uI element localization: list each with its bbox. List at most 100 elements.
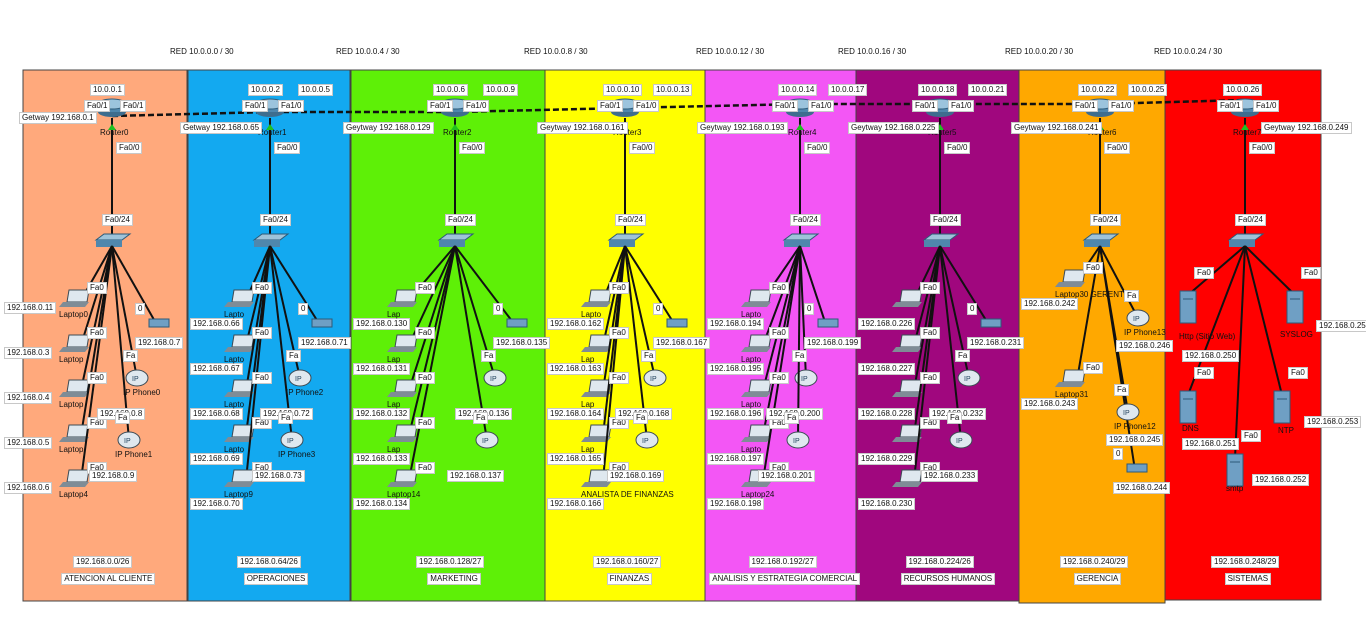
network-label: RED 10.0.0.0 / 30 [170, 47, 234, 56]
ip-phone-icon: IP [635, 431, 659, 449]
ip-phone-icon: IP [957, 369, 981, 387]
laptop-base [741, 482, 771, 487]
host-name: Lapto [741, 400, 762, 409]
port-label: Fa0 [87, 327, 107, 339]
wan-ip-label: 10.0.0.5 [298, 84, 333, 96]
laptop-base [59, 482, 89, 487]
router-name: Router2 [443, 128, 472, 137]
printer-icon [817, 318, 839, 328]
ip-phone-icon: IP [280, 431, 304, 449]
server-name: Http (Sitio Web) [1179, 332, 1236, 341]
phone-ip-text: IP [964, 376, 971, 383]
link-indicator [451, 124, 459, 130]
server-icon [1179, 390, 1197, 424]
access-cable [454, 245, 488, 441]
port-label: Fa0 [415, 462, 435, 474]
switch-body [254, 240, 280, 247]
access-cable [111, 245, 130, 441]
laptop-screen [394, 424, 418, 438]
access-cable [80, 245, 113, 391]
access-cable [1234, 245, 1246, 459]
laptop-screen [66, 334, 90, 348]
host-ip-label: 192.168.0.250 [1182, 350, 1240, 362]
wan-ip-label: 10.0.0.1 [90, 84, 125, 96]
switch-icon [1082, 233, 1120, 247]
phone-ip-text: IP [295, 376, 302, 383]
port-label: Fa0/1 [1217, 100, 1244, 112]
host-ip-label: 192.168.0.243 [1021, 398, 1079, 410]
host-ip-label: 192.168.0.4 [4, 392, 53, 404]
host-name: Laptop4 [59, 490, 88, 499]
port-label: Fa0 [252, 327, 272, 339]
gateway-label: Geytway 192.168.0.241 [1011, 122, 1102, 134]
host-name: Lapto [741, 310, 762, 319]
port-label: 0 [298, 303, 309, 315]
port-label: Fa0/1 [84, 100, 111, 112]
port-label: Fa0 [415, 372, 435, 384]
access-cable [1099, 245, 1139, 319]
device-ip-label: 192.168.0.231 [967, 337, 1025, 349]
ip-phone-icon: IP [949, 431, 973, 449]
laptop-screen [588, 289, 612, 303]
port-label: 0 [135, 303, 146, 315]
laptop-icon [59, 289, 90, 307]
phone-name: IP Phone13 [1124, 328, 1166, 337]
phone-ip-text: IP [793, 438, 800, 445]
port-label: Fa0 [769, 282, 789, 294]
port-label: Fa0/0 [1104, 142, 1131, 154]
laptop-screen [66, 469, 90, 483]
device-ip-label: 192.168.0.71 [298, 337, 351, 349]
port-label: Fa0 [1083, 262, 1103, 274]
host-name: Lap [387, 355, 401, 364]
port-label: 0 [967, 303, 978, 315]
port-label: Fa0/24 [615, 214, 646, 226]
access-cable [454, 245, 516, 326]
access-cable [913, 245, 941, 346]
wan-ip-label: 10.0.0.25 [1128, 84, 1168, 96]
laptop-base [224, 392, 254, 397]
laptop-icon [1055, 369, 1086, 387]
port-label: Fa0 [87, 417, 107, 429]
server-icon [1226, 453, 1244, 487]
port-label: Fa [123, 350, 139, 362]
host-ip-label: 192.168.0.194 [707, 318, 765, 330]
network-label: RED 10.0.0.4 / 30 [336, 47, 400, 56]
laptop-base [1055, 382, 1085, 387]
laptop-base [741, 437, 771, 442]
laptop-screen [231, 469, 255, 483]
laptop-base [892, 392, 922, 397]
laptop-screen [899, 469, 923, 483]
server-body [1286, 290, 1304, 324]
laptop-base [581, 392, 611, 397]
laptop-icon [387, 289, 418, 307]
router-name: Router1 [258, 128, 287, 137]
subnet-label: 192.168.0.240/29 [1060, 556, 1129, 568]
network-label: RED 10.0.0.20 / 30 [1005, 47, 1074, 56]
wan-ip-label: 10.0.0.18 [918, 84, 958, 96]
host-ip-label: 192.168.0.227 [858, 363, 916, 375]
printer-icon [148, 318, 170, 328]
port-label: Fa0/24 [445, 214, 476, 226]
port-label: Fa0/1 [120, 100, 147, 112]
port-label: Fa [1114, 384, 1130, 396]
host-name: Laptop9 [224, 490, 253, 499]
switch-icon [252, 233, 290, 247]
laptop-icon [581, 379, 612, 397]
host-ip-label: 192.168.0.67 [190, 363, 243, 375]
port-label: Fa0 [769, 372, 789, 384]
host-ip-label: 192.168.0.70 [190, 498, 243, 510]
host-ip-label: 192.168.0.166 [547, 498, 605, 510]
printer-icon [506, 318, 528, 328]
phone-body [949, 431, 973, 449]
host-ip-label: 192.168.0.11 [4, 302, 57, 314]
host-ip-label: 192.168.0.254 [1316, 320, 1366, 332]
printer-icon [1126, 463, 1148, 473]
laptop-base [59, 437, 89, 442]
port-label: Fa0/1 [912, 100, 939, 112]
phone-body [643, 369, 667, 387]
switch-body [96, 240, 122, 247]
device-ip-label: 192.168.0.7 [135, 337, 184, 349]
phone-name: IP Phone12 [1114, 422, 1156, 431]
subnet-label: 192.168.0.64/26 [237, 556, 301, 568]
laptop-screen [748, 289, 772, 303]
